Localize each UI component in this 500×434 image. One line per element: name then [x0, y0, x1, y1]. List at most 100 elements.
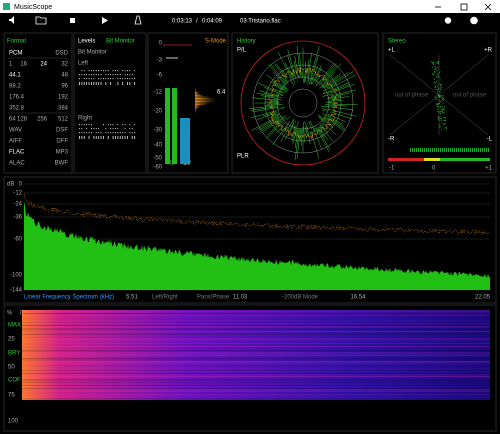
format-option[interactable]: 32 — [61, 62, 68, 68]
open-button[interactable] — [35, 16, 47, 25]
spectrogram-line — [22, 346, 490, 347]
spectrogram-line — [22, 367, 490, 368]
spectrum-y-label: -144 — [10, 288, 23, 294]
meter-lu — [180, 118, 190, 164]
bit-dot — [103, 70, 104, 72]
bit-dot — [91, 70, 92, 72]
bit-dot — [93, 78, 95, 80]
spectrogram-line — [22, 316, 490, 317]
phase-tick — [410, 148, 411, 152]
bit-dot — [83, 124, 85, 126]
format-option[interactable]: 176.4 — [9, 95, 25, 101]
bit-dot — [124, 128, 126, 130]
time-elapsed: 0:03:13 — [172, 19, 193, 25]
settings-button[interactable] — [444, 17, 452, 24]
format-option[interactable]: DSD — [55, 51, 68, 57]
format-option[interactable]: FLAC — [9, 150, 25, 156]
format-option[interactable]: 96 — [61, 84, 68, 90]
bit-dot — [127, 136, 128, 139]
bit-dot — [112, 70, 114, 72]
phase-tick — [460, 148, 461, 152]
format-option[interactable]: 64 — [9, 117, 16, 123]
spectrogram-line — [22, 355, 490, 356]
spectrogram-line — [22, 377, 490, 379]
meter-histogram — [195, 110, 196, 112]
phase-tick — [440, 148, 441, 152]
bit-dot — [95, 70, 97, 72]
bit-dot — [110, 74, 112, 76]
bit-dot — [103, 78, 104, 80]
format-option[interactable]: 512 — [58, 117, 69, 123]
format-option[interactable]: 88.2 — [9, 84, 21, 90]
bit-dot — [107, 74, 109, 76]
format-option[interactable]: BWF — [55, 161, 69, 167]
format-option[interactable]: 352.8 — [9, 106, 25, 112]
bit-dot — [134, 70, 136, 72]
format-option[interactable]: 384 — [58, 106, 69, 112]
stop-button[interactable] — [70, 18, 75, 23]
bit-dot — [117, 132, 119, 134]
bit-dot — [83, 78, 85, 80]
spectrogram-line — [22, 322, 490, 323]
window-controls[interactable] — [435, 3, 492, 11]
bit-dot — [131, 132, 133, 134]
meter-scale: -40 — [153, 143, 162, 149]
bit-dot — [112, 132, 114, 134]
phase-tick — [456, 148, 457, 152]
bit-dot — [81, 124, 83, 126]
meter-scale: -20 — [153, 109, 162, 115]
bit-dot — [93, 136, 95, 139]
format-option[interactable]: 24 — [40, 62, 47, 68]
bit-dot — [122, 124, 124, 126]
bit-dot — [83, 82, 85, 85]
format-option[interactable]: MP3 — [56, 150, 69, 156]
phase-yellow — [424, 158, 440, 161]
phase-tick — [420, 148, 421, 152]
bit-dot — [95, 136, 97, 139]
phase-scale: -1 — [389, 166, 395, 172]
spectrogram-line — [22, 380, 490, 382]
format-option[interactable]: 1 — [9, 62, 13, 68]
bit-dot — [112, 78, 114, 80]
bit-dot — [86, 78, 88, 80]
phase-tick — [452, 148, 453, 152]
bit-dot — [81, 132, 83, 134]
format-option[interactable]: 256 — [37, 117, 48, 123]
spectrogram-line — [22, 368, 490, 370]
format-option[interactable]: 128 — [17, 117, 28, 123]
meter-histogram — [195, 105, 201, 107]
bit-dot — [119, 136, 121, 139]
volume-button[interactable] — [9, 16, 14, 24]
format-option[interactable]: 44.1 — [9, 73, 21, 79]
metronome-button[interactable] — [134, 15, 142, 25]
bit-dot — [79, 124, 80, 126]
bit-dot — [79, 74, 80, 76]
window-title: MusicScope — [14, 4, 52, 11]
spectrogram-line — [22, 358, 490, 359]
info-button[interactable] — [470, 16, 478, 25]
format-option[interactable]: 16 — [20, 62, 27, 68]
bit-dot — [127, 82, 128, 85]
format-option[interactable]: ALAC — [9, 161, 25, 167]
format-option[interactable]: DFF — [56, 139, 68, 145]
format-option[interactable]: PCM — [9, 51, 22, 57]
spectrogram-line — [22, 382, 490, 383]
format-option[interactable]: 48 — [61, 73, 68, 79]
right-label: Right — [78, 116, 92, 122]
spectrogram-label: 75 — [8, 393, 15, 399]
bit-dot — [79, 128, 80, 130]
spectrogram-line — [22, 391, 490, 392]
spectrogram-label: 50 — [8, 365, 15, 371]
bit-dot — [107, 136, 109, 139]
format-option[interactable]: 192 — [58, 95, 69, 101]
meter-histogram — [195, 93, 202, 95]
spectrogram-line — [22, 353, 490, 355]
spectrogram-line — [22, 394, 490, 395]
format-option[interactable]: DSF — [56, 128, 68, 134]
spectrogram-line — [22, 356, 490, 358]
format-option[interactable]: WAV — [9, 128, 22, 134]
play-button[interactable] — [102, 17, 108, 24]
spectrogram-line — [22, 397, 490, 398]
format-option[interactable]: AIFF — [9, 139, 22, 145]
spectrogram-line — [22, 386, 490, 388]
